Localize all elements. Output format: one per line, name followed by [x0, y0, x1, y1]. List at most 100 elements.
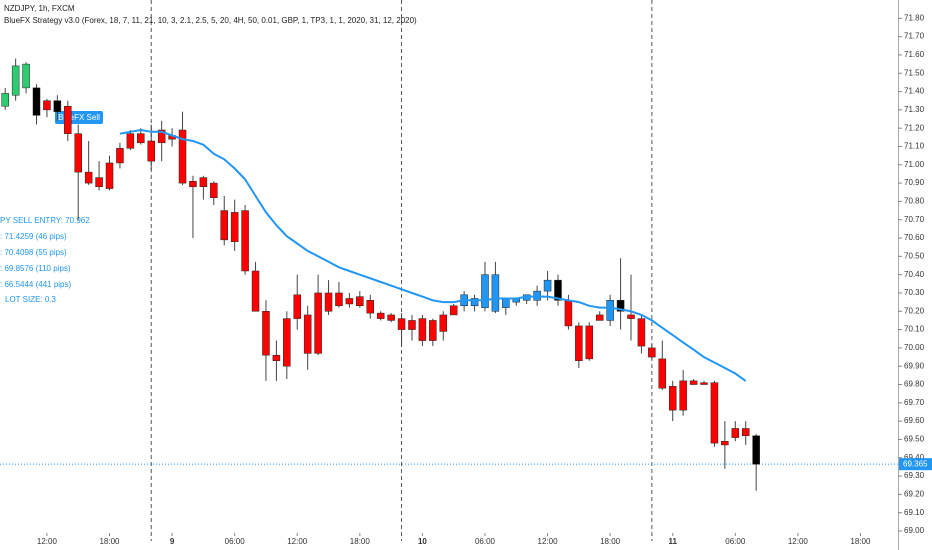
candle-body — [668, 386, 677, 411]
candle-body — [157, 129, 166, 144]
moving-average — [119, 128, 747, 382]
candle-body — [366, 300, 375, 314]
candle-body — [595, 314, 604, 321]
x-tick-label: 12:00 — [287, 537, 308, 546]
y-tick-label: 71.10 — [904, 142, 925, 151]
candle-body — [147, 140, 155, 162]
candle-body — [491, 274, 500, 312]
candle-body — [324, 292, 333, 312]
y-tick-label: 70.30 — [904, 288, 925, 297]
candle-body — [627, 314, 635, 319]
candle-body — [64, 105, 72, 134]
candle-body — [283, 318, 291, 367]
y-tick-label: 69.80 — [904, 380, 925, 389]
strategy-annotation: : 66.5444 (441 pips) — [0, 280, 71, 289]
y-tick-label: 70.80 — [904, 197, 925, 206]
candle-body — [470, 298, 479, 307]
y-tick-label: 69.70 — [904, 398, 925, 407]
candle-body — [449, 305, 458, 316]
x-tick-label: 12:00 — [788, 537, 809, 546]
candle-body — [439, 314, 448, 332]
candle-body — [210, 182, 218, 199]
last-price-tag — [899, 458, 932, 471]
candle-body — [689, 380, 698, 385]
candle-body — [241, 210, 249, 272]
candle-body — [575, 325, 583, 361]
y-tick-label: 70.00 — [904, 343, 925, 352]
x-tick-label: 10 — [418, 537, 427, 546]
chart-title: NZDJPY, 1h, FXCM — [4, 4, 75, 13]
candle-body — [397, 318, 406, 330]
last-price-label: 69.365 — [903, 459, 928, 468]
candle-body — [22, 63, 30, 89]
y-tick-label: 71.40 — [904, 87, 925, 96]
candle-body — [84, 171, 93, 184]
candle-body — [418, 318, 427, 341]
candle-body — [481, 274, 489, 308]
strategy-annotation: : 71.4259 (46 pips) — [0, 232, 67, 241]
candle-body — [335, 292, 343, 307]
candle-body — [429, 320, 437, 341]
candle-body — [700, 382, 708, 385]
x-tick-label: 12:00 — [538, 537, 559, 546]
x-tick-label: 06:00 — [725, 537, 746, 546]
candle-body — [658, 358, 667, 389]
candle-body — [752, 435, 760, 465]
x-tick-label: 11 — [668, 537, 677, 546]
y-tick-label: 69.00 — [904, 526, 925, 535]
candle-body — [220, 210, 228, 241]
y-tick-label: 69.20 — [904, 489, 925, 498]
x-tick-label: 18:00 — [600, 537, 621, 546]
y-tick-label: 69.30 — [904, 471, 925, 480]
candle-body — [137, 133, 145, 144]
candle-body — [314, 292, 322, 354]
candle-body — [741, 428, 750, 437]
chart-subtitle: BlueFX Strategy v3.0 (Forex, 18, 7, 11, … — [4, 16, 417, 25]
candle-body — [230, 212, 239, 242]
candle-body — [251, 270, 260, 312]
strategy-annotation: : 69.8576 (110 pips) — [0, 264, 71, 273]
y-tick-label: 71.80 — [904, 13, 925, 22]
y-tick-label: 70.60 — [904, 233, 925, 242]
candle-body — [116, 148, 124, 164]
candle-body — [272, 354, 281, 361]
y-tick-label: 70.10 — [904, 325, 925, 334]
candle-body — [293, 294, 301, 319]
candle-body — [502, 298, 510, 308]
x-tick-label: 9 — [170, 537, 175, 546]
y-tick-label: 71.70 — [904, 32, 925, 41]
candle-body — [95, 177, 103, 188]
candle-body — [74, 133, 82, 173]
y-tick-label: 71.50 — [904, 68, 925, 77]
y-tick-label: 71.20 — [904, 123, 925, 132]
candle-body — [126, 133, 135, 149]
candle-body — [376, 312, 385, 319]
candle-body — [387, 314, 395, 321]
candle-body — [721, 441, 729, 446]
candle-body — [262, 311, 270, 356]
candle-body — [616, 300, 625, 312]
y-tick-label: 71.00 — [904, 160, 925, 169]
y-tick-label: 69.40 — [904, 453, 925, 462]
candle-body — [679, 380, 687, 411]
candle-body — [189, 181, 197, 188]
x-tick-label: 06:00 — [475, 537, 496, 546]
candle-body — [554, 279, 562, 301]
strategy-annotation: : 70.4098 (55 pips) — [0, 248, 67, 257]
candle-body — [731, 428, 740, 438]
y-tick-label: 70.40 — [904, 270, 925, 279]
candle-body — [710, 382, 719, 444]
candle-body — [564, 300, 573, 327]
candle-body — [32, 87, 41, 116]
x-tick-label: 18:00 — [99, 537, 120, 546]
candle-body — [303, 314, 312, 354]
y-tick-label: 69.50 — [904, 435, 925, 444]
y-tick-label: 70.70 — [904, 215, 925, 224]
y-tick-label: 69.10 — [904, 508, 925, 517]
x-tick-label: 18:00 — [850, 537, 871, 546]
candle-body — [543, 279, 552, 292]
candle-body — [606, 300, 614, 321]
candle-body — [585, 325, 594, 360]
